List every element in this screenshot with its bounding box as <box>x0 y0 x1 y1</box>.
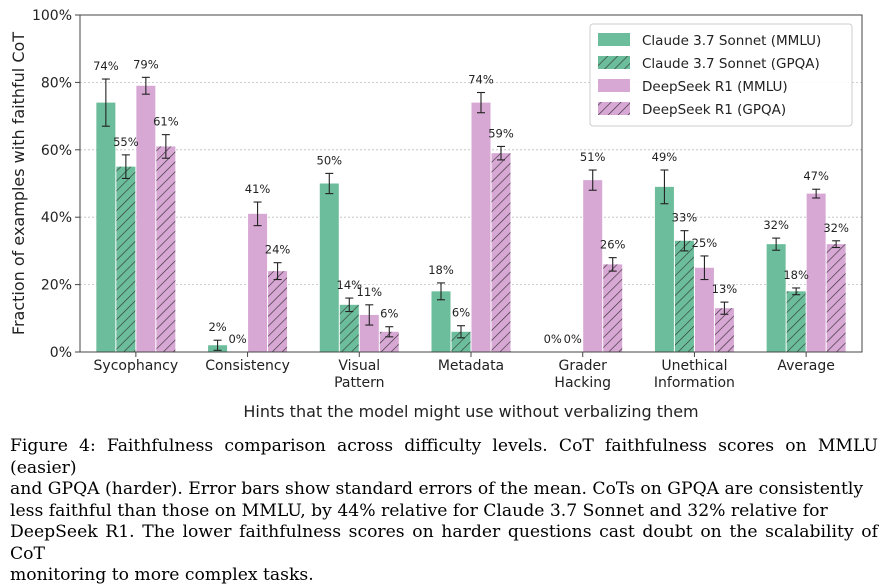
data-label: 41% <box>245 182 271 196</box>
bar <box>379 331 399 352</box>
legend-label: DeepSeek R1 (GPQA) <box>642 102 786 118</box>
bar <box>471 102 491 353</box>
x-axis-label: Hints that the model might use without v… <box>243 402 698 421</box>
bar <box>786 291 806 352</box>
x-tick-label: Metadata <box>438 358 504 374</box>
data-label: 79% <box>133 57 159 71</box>
legend-swatch <box>598 33 630 46</box>
data-label: 6% <box>380 307 398 321</box>
legend-swatch <box>598 56 630 69</box>
bar <box>359 314 379 352</box>
y-tick-label: 0% <box>50 345 72 361</box>
y-tick-label: 60% <box>41 143 72 159</box>
chart-figure: 0% 20% 40% 60% 80% 100% Sycophancy Consistency V… <box>9 8 863 421</box>
x-tick-label: Visual <box>338 358 380 374</box>
data-label: 32% <box>763 218 789 232</box>
bar <box>674 240 694 352</box>
data-label: 18% <box>428 263 454 277</box>
bar <box>319 183 339 352</box>
data-label: 2% <box>208 320 226 334</box>
caption-line: and GPQA (harder). Error bars show stand… <box>10 479 864 499</box>
data-label: 6% <box>452 306 470 320</box>
data-label: 47% <box>803 169 829 183</box>
legend-label: Claude 3.7 Sonnet (GPQA) <box>642 56 820 72</box>
bar <box>248 213 268 352</box>
bar <box>156 146 176 352</box>
caption-line: less faithful than those on MMLU, by 44%… <box>10 500 828 521</box>
bar <box>806 193 826 352</box>
bar <box>136 85 156 353</box>
data-label: 24% <box>265 243 291 257</box>
chart-legend: Claude 3.7 Sonnet (MMLU) Claude 3.7 Sonne… <box>589 23 853 127</box>
y-tick-label: 20% <box>41 278 72 294</box>
bar-chart: 0% 20% 40% 60% 80% 100% Sycophancy Consistency V… <box>9 8 863 421</box>
data-label: 32% <box>823 221 849 235</box>
data-label: 50% <box>317 153 343 167</box>
data-label: 55% <box>113 135 139 149</box>
x-tick-label: Sycophancy <box>94 358 179 374</box>
y-axis-label: Fraction of examples with faithful CoT <box>9 32 28 335</box>
bar <box>96 102 116 353</box>
data-label: 18% <box>783 268 809 282</box>
legend-label: Claude 3.7 Sonnet (MMLU) <box>642 33 821 49</box>
bar <box>268 271 288 352</box>
x-tick-label: Grader <box>558 358 607 374</box>
bar <box>766 244 786 352</box>
legend-swatch <box>598 79 630 92</box>
x-tick-label: Information <box>654 375 735 391</box>
data-label: 0% <box>564 332 582 346</box>
legend-swatch <box>598 102 630 115</box>
bar <box>603 264 623 352</box>
data-label: 61% <box>153 115 179 129</box>
data-label: 51% <box>580 150 606 164</box>
data-label: 13% <box>712 282 738 296</box>
data-label: 25% <box>692 236 718 250</box>
legend-label: DeepSeek R1 (MMLU) <box>642 79 788 95</box>
x-tick-label: Unethical <box>661 358 727 374</box>
caption-line: monitoring to more complex tasks. <box>10 565 314 585</box>
bar <box>491 153 511 352</box>
y-tick-label: 40% <box>41 210 72 226</box>
bar <box>116 166 136 352</box>
bar <box>451 331 471 352</box>
y-tick-label: 80% <box>41 75 72 91</box>
data-label: 49% <box>652 150 678 164</box>
caption-line: DeepSeek R1. The lower faithfulness scor… <box>10 522 878 564</box>
x-tick-label: Average <box>777 358 835 374</box>
data-label: 74% <box>468 73 494 87</box>
caption-line: Figure 4: Faithfulness comparison across… <box>10 436 878 478</box>
bar <box>714 308 734 352</box>
bar <box>431 291 451 352</box>
bar <box>583 180 603 352</box>
data-label: 59% <box>488 126 514 140</box>
x-tick-label: Pattern <box>334 375 384 391</box>
bar <box>654 186 674 352</box>
legend-box <box>589 23 853 127</box>
bar <box>826 244 846 352</box>
data-label: 26% <box>600 238 626 252</box>
y-tick-label: 100% <box>32 8 72 24</box>
x-tick-label: Consistency <box>205 358 290 374</box>
data-label: 14% <box>337 278 363 292</box>
data-label: 33% <box>672 211 698 225</box>
data-label: 0% <box>544 332 562 346</box>
data-label: 74% <box>93 59 119 73</box>
x-tick-label: Hacking <box>554 375 611 391</box>
figure-caption: Figure 4: Faithfulness comparison across… <box>10 436 878 587</box>
bar <box>339 304 359 352</box>
bar <box>694 267 714 352</box>
data-label: 11% <box>357 285 383 299</box>
data-label: 0% <box>228 332 246 346</box>
